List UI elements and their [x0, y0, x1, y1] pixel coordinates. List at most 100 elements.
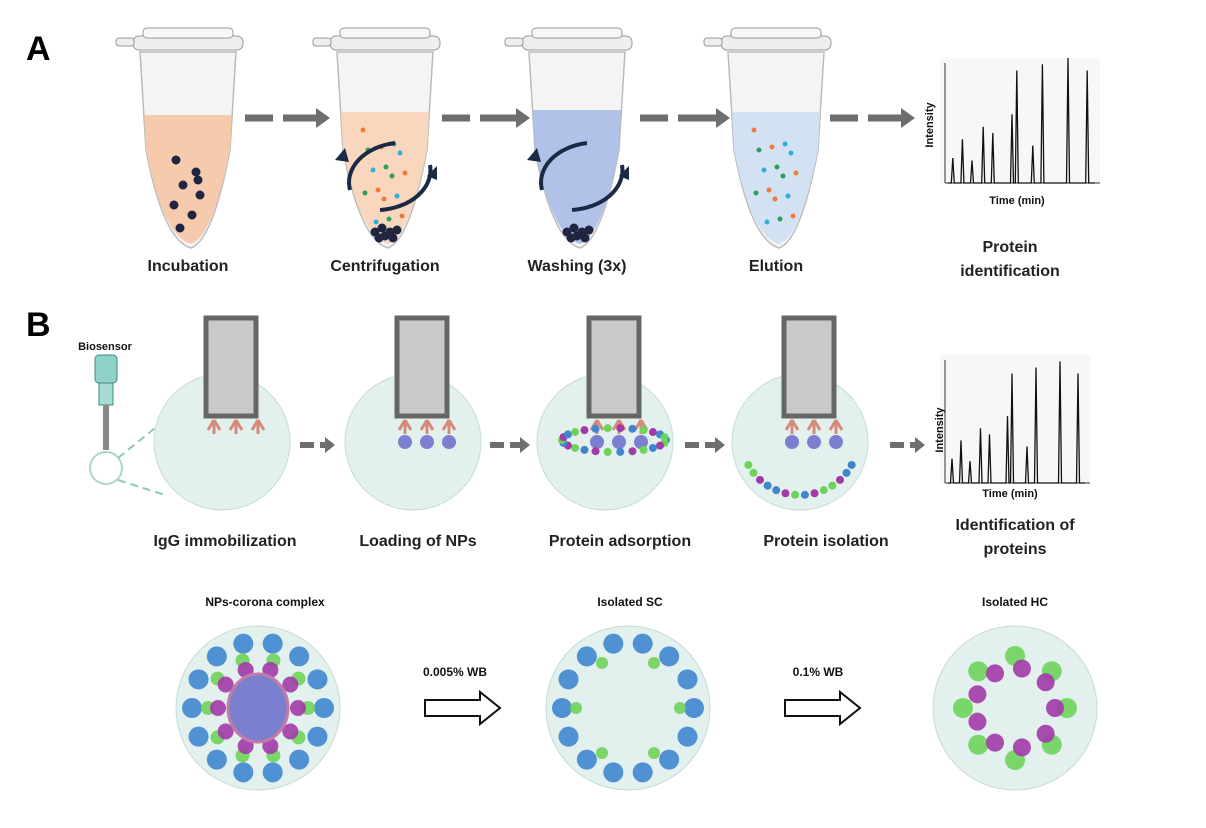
protein: [616, 447, 625, 456]
protein-dot: [751, 127, 757, 133]
nanoparticle: [420, 435, 434, 449]
protein: [591, 447, 600, 456]
panel-b-letter: B: [26, 306, 51, 344]
nanoparticle: [169, 200, 179, 210]
tube-liquid: [732, 112, 820, 244]
protein-dot: [397, 150, 403, 156]
igg-antibody: [828, 419, 844, 434]
complex-title-nps-corona: NPs-corona complex: [205, 595, 325, 609]
protein: [639, 445, 648, 454]
protein-cluster: [684, 698, 704, 718]
chromatogram-a-xlabel: Time (min): [989, 195, 1045, 207]
protein-cluster: [648, 747, 660, 760]
igg-antibody: [419, 419, 435, 434]
biosensor-tip: [103, 405, 109, 450]
nanoparticle: [193, 175, 203, 185]
protein-dot: [769, 144, 775, 150]
protein-dot: [360, 127, 366, 133]
protein-cluster: [182, 698, 202, 718]
protein-cluster: [217, 723, 234, 740]
hollow-arrow: [784, 689, 862, 727]
nanoparticle-pellet: [580, 233, 590, 243]
nanoparticle-pellet: [377, 223, 387, 233]
result-label-a-2: identification: [960, 263, 1060, 280]
protein: [563, 430, 572, 439]
protein-dot: [777, 216, 783, 222]
biosensor-label: Biosensor: [78, 341, 133, 353]
tube-liquid: [341, 112, 429, 244]
process-arrow: [442, 108, 530, 128]
protein-cluster: [603, 633, 624, 654]
isolated-protein: [763, 481, 772, 490]
protein-dot: [370, 167, 376, 173]
process-arrow: [245, 108, 330, 128]
protein: [580, 426, 589, 435]
nanoparticle: [398, 435, 412, 449]
protein-cluster: [968, 734, 989, 755]
protein-cluster: [289, 749, 310, 770]
step-label-adsorption: Protein adsorption: [549, 533, 691, 550]
protein-cluster: [289, 646, 310, 667]
tube-lid: [531, 27, 623, 39]
result-label-a-1: Protein: [982, 239, 1037, 256]
biosensor-neck: [98, 382, 114, 406]
protein-cluster: [206, 749, 227, 770]
nanoparticle-pellet: [374, 233, 384, 243]
protein-cluster: [233, 762, 254, 783]
step-label-isolation: Protein isolation: [763, 533, 888, 550]
rotation-arrowhead: [527, 148, 541, 162]
tube: [115, 27, 244, 249]
protein-cluster: [1036, 673, 1055, 692]
isolated-protein: [810, 489, 819, 498]
protein: [648, 428, 657, 437]
tube-hinge: [703, 37, 723, 47]
protein-cluster: [558, 726, 579, 747]
nanoparticle-pellet: [584, 225, 594, 235]
isolated-protein: [755, 475, 764, 484]
sensor-probe: [203, 315, 259, 419]
protein-dot: [753, 190, 759, 196]
step-label-centrifugation: Centrifugation: [330, 258, 439, 275]
protein-cluster: [307, 669, 328, 690]
rotation-arrowhead: [427, 166, 437, 180]
protein-cluster: [596, 747, 608, 760]
panel-a-letter: A: [26, 30, 51, 68]
chromatogram-b-xlabel: Time (min): [982, 488, 1038, 500]
protein-dot: [756, 147, 762, 153]
tube-liquid: [533, 110, 621, 244]
tube: [312, 27, 441, 249]
arrowhead: [716, 108, 730, 128]
wash-label-1: 0.005% WB: [423, 665, 487, 679]
zoom-line: [117, 479, 166, 496]
tube-hinge: [312, 37, 332, 47]
protein-cluster: [206, 646, 227, 667]
protein-cluster: [632, 762, 653, 783]
protein-cluster: [188, 726, 209, 747]
protein-cluster: [552, 698, 572, 718]
tube: [504, 27, 633, 249]
nanoparticle: [829, 435, 843, 449]
rotation-arrowhead: [619, 166, 629, 180]
process-arrow: [640, 108, 730, 128]
protein-cluster: [314, 698, 334, 718]
protein-dot: [782, 141, 788, 147]
nanoparticle: [187, 210, 197, 220]
chromatogram-a-ylabel: Intensity: [924, 102, 936, 148]
protein: [603, 447, 612, 456]
protein-cluster: [307, 726, 328, 747]
isolated-protein: [842, 468, 851, 477]
protein-cluster: [188, 669, 209, 690]
nanoparticle: [175, 223, 185, 233]
igg-antibody: [441, 419, 457, 434]
result-label-b-2: proteins: [983, 541, 1046, 558]
chromatogram-trace: [948, 361, 1085, 484]
protein-cluster: [986, 733, 1004, 752]
protein-dot: [774, 164, 780, 170]
arrowhead: [901, 108, 915, 128]
sensor-step: [153, 315, 291, 511]
protein-cluster: [290, 700, 306, 716]
protein-dot: [780, 173, 786, 179]
protein-cluster: [632, 633, 653, 654]
protein-dot: [793, 170, 799, 176]
biosensor-icon: [89, 354, 166, 496]
